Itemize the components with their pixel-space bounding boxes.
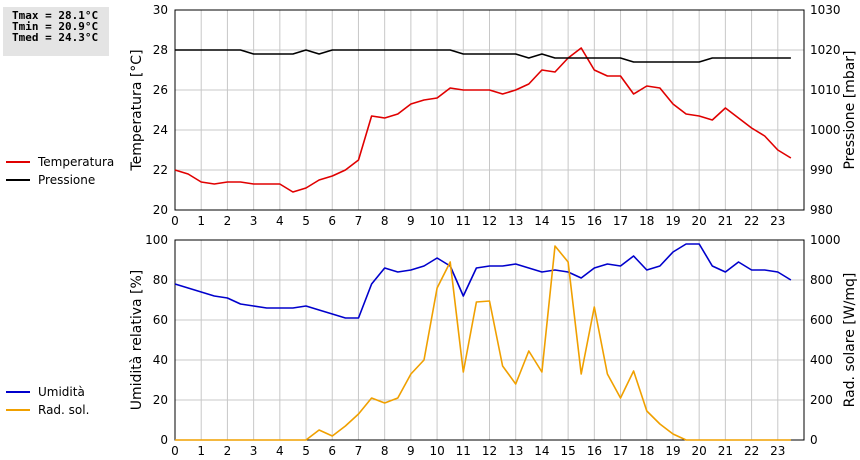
top-xtick-label: 10	[429, 214, 444, 228]
bottom-xtick-label: 16	[587, 444, 602, 458]
tmin-text: Tmin = 20.9°C	[12, 20, 99, 33]
top-ytick-left-label: 28	[153, 43, 168, 57]
bottom-xtick-label: 5	[302, 444, 310, 458]
top-xtick-label: 4	[276, 214, 284, 228]
top-xtick-label: 0	[171, 214, 179, 228]
bottom-xtick-label: 14	[534, 444, 549, 458]
bottom-xtick-label: 7	[355, 444, 363, 458]
top-ytick-left-label: 20	[153, 203, 168, 217]
top-xtick-label: 18	[639, 214, 654, 228]
bottom-ytick-left-label: 60	[153, 313, 168, 327]
top-ytick-left-label: 24	[153, 123, 168, 137]
tmed-text: Tmed = 24.3°C	[12, 31, 99, 44]
top-xtick-label: 6	[328, 214, 336, 228]
top-xtick-label: 16	[587, 214, 602, 228]
top-xtick-label: 17	[613, 214, 628, 228]
bottom-xtick-label: 0	[171, 444, 179, 458]
top-xtick-label: 3	[250, 214, 258, 228]
bottom-xtick-label: 13	[508, 444, 523, 458]
bottom-xtick-label: 20	[692, 444, 707, 458]
top-xtick-label: 14	[534, 214, 549, 228]
bottom-xtick-label: 11	[456, 444, 471, 458]
bottom-series-line-0	[174, 243, 792, 319]
top-xtick-label: 21	[718, 214, 733, 228]
bottom-xtick-label: 8	[381, 444, 389, 458]
top-ytick-right-label: 1020	[810, 43, 841, 57]
bottom-ytick-left-label: 0	[160, 433, 168, 447]
top-series-line-1	[175, 49, 791, 63]
bottom-ylabel-right: Rad. solare [W/mq]	[842, 273, 858, 408]
top-ytick-left-label: 30	[153, 3, 168, 17]
top-ytick-right-label: 980	[810, 203, 833, 217]
bottom-ytick-right-label: 0	[810, 433, 818, 447]
top-ytick-left-label: 26	[153, 83, 168, 97]
top-xtick-label: 9	[407, 214, 415, 228]
top-xtick-label: 23	[770, 214, 785, 228]
bottom-series-line-1	[175, 245, 791, 441]
top-xtick-label: 7	[355, 214, 363, 228]
top-ytick-right-label: 1030	[810, 3, 841, 17]
bottom-xtick-label: 9	[407, 444, 415, 458]
bottom-ytick-left-label: 80	[153, 273, 168, 287]
top-series-line-0	[174, 47, 792, 193]
bottom-ytick-right-label: 400	[810, 353, 833, 367]
bottom-xtick-label: 17	[613, 444, 628, 458]
top-xtick-label: 11	[456, 214, 471, 228]
top-plot-frame	[174, 9, 805, 211]
top-xtick-label: 15	[560, 214, 575, 228]
bottom-xtick-label: 6	[328, 444, 336, 458]
top-xtick-label: 8	[381, 214, 389, 228]
bottom-xtick-label: 23	[770, 444, 785, 458]
top-ytick-right-label: 990	[810, 163, 833, 177]
bottom-xtick-label: 18	[639, 444, 654, 458]
bottom-ytick-right-label: 1000	[810, 233, 841, 247]
top-xtick-label: 2	[224, 214, 232, 228]
tmax-text: Tmax = 28.1°C	[12, 9, 99, 22]
top-legend-label-0: Temperatura	[37, 155, 114, 169]
stats-box: Tmax = 28.1°C Tmin = 20.9°C Tmed = 24.3°…	[3, 7, 109, 56]
bottom-legend-label-0: Umidità	[38, 385, 85, 399]
bottom-ytick-left-label: 20	[153, 393, 168, 407]
top-xtick-label: 19	[665, 214, 680, 228]
bottom-ytick-left-label: 100	[145, 233, 168, 247]
top-xtick-label: 13	[508, 214, 523, 228]
bottom-xtick-label: 10	[429, 444, 444, 458]
top-xtick-label: 12	[482, 214, 497, 228]
bottom-xtick-label: 21	[718, 444, 733, 458]
bottom-ylabel-left: Umidità relativa [%]	[129, 270, 145, 411]
top-legend-label-1: Pressione	[38, 173, 95, 187]
top-ytick-right-label: 1000	[810, 123, 841, 137]
top-xtick-label: 22	[744, 214, 759, 228]
top-xtick-label: 1	[197, 214, 205, 228]
top-ytick-right-label: 1010	[810, 83, 841, 97]
bottom-xtick-label: 4	[276, 444, 284, 458]
bottom-ytick-right-label: 200	[810, 393, 833, 407]
top-xtick-label: 20	[692, 214, 707, 228]
bottom-xtick-label: 19	[665, 444, 680, 458]
bottom-ytick-left-label: 40	[153, 353, 168, 367]
top-ylabel-right: Pressione [mbar]	[842, 50, 858, 169]
bottom-xtick-label: 12	[482, 444, 497, 458]
bottom-legend-label-1: Rad. sol.	[38, 403, 89, 417]
top-ylabel-left: Temperatura [°C]	[129, 49, 145, 171]
top-ytick-left-label: 22	[153, 163, 168, 177]
bottom-xtick-label: 2	[224, 444, 232, 458]
bottom-xtick-label: 1	[197, 444, 205, 458]
top-xtick-label: 5	[302, 214, 310, 228]
bottom-ytick-right-label: 800	[810, 273, 833, 287]
bottom-plot-frame	[174, 239, 805, 441]
bottom-xtick-label: 22	[744, 444, 759, 458]
bottom-xtick-label: 15	[560, 444, 575, 458]
bottom-ytick-right-label: 600	[810, 313, 833, 327]
bottom-xtick-label: 3	[250, 444, 258, 458]
